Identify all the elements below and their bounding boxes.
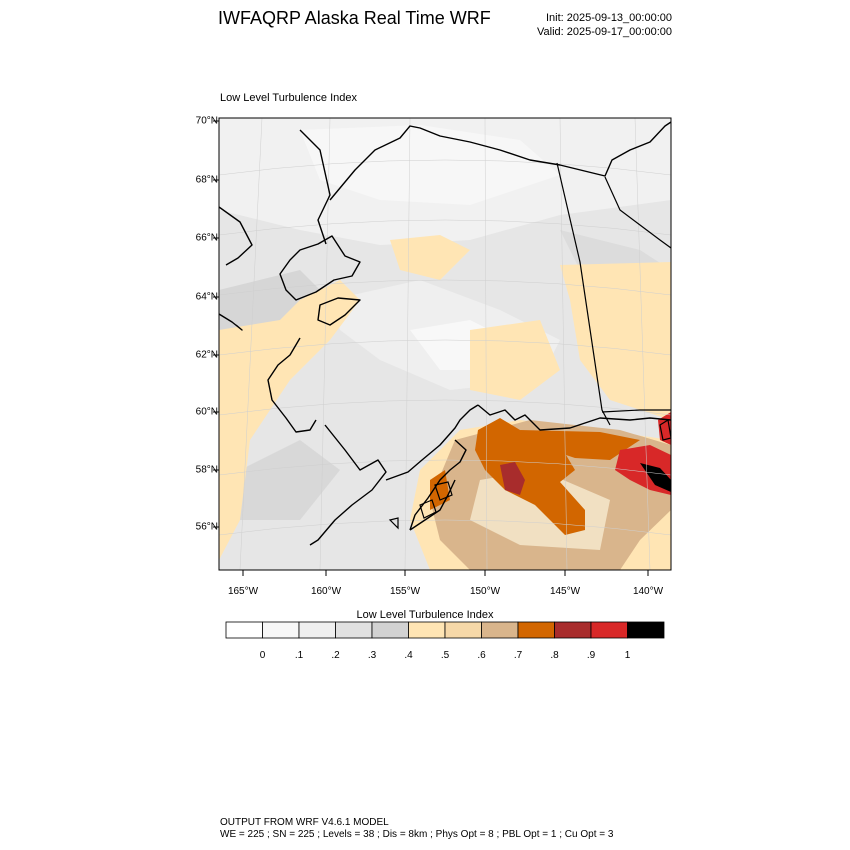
- colorbar-swatch: [298, 621, 336, 639]
- field-region-black: [640, 463, 671, 492]
- map-title: IWFAQRP Alaska Real Time WRF: [218, 8, 491, 28]
- colorbar-tick-label: .4: [404, 650, 413, 661]
- lat-label: 70°N: [195, 115, 218, 127]
- lon-label: 140°W: [632, 586, 664, 597]
- field-region-orange-light: [560, 262, 671, 420]
- valid-time: Valid: 2025-09-17_00:00:00: [537, 26, 672, 38]
- field-region-red-dark: [500, 462, 525, 495]
- lon-label: 150°W: [469, 586, 501, 597]
- map-frame: [218, 117, 672, 571]
- colorbar-tick-label: .9: [586, 650, 596, 661]
- colorbar-swatch: [517, 621, 555, 639]
- colorbar-tick-label: .6: [477, 650, 486, 661]
- init-time: Init: 2025-09-13_00:00:00: [546, 12, 672, 24]
- lat-label: 64°N: [195, 291, 218, 303]
- lon-label: 160°W: [310, 586, 342, 597]
- colorbar-swatch: [481, 621, 519, 639]
- colorbar-swatch: [371, 621, 409, 639]
- international-border: [556, 162, 671, 426]
- colorbar-title: Low Level Turbulence Index: [356, 609, 494, 621]
- colorbar-swatch: [408, 621, 446, 639]
- coastline: [219, 121, 671, 546]
- colorbar-swatch: [262, 621, 300, 639]
- lat-label: 58°N: [195, 464, 218, 476]
- field-region-low: [300, 125, 560, 205]
- colorbar: [225, 621, 665, 639]
- colorbar-swatch: [225, 621, 263, 639]
- model-info: OUTPUT FROM WRF V4.6.1 MODEL: [220, 817, 389, 828]
- field-region-orange-light: [219, 280, 360, 560]
- lat-label: 66°N: [195, 232, 218, 244]
- field-region-orange-light: [390, 235, 470, 280]
- colorbar-swatch: [444, 621, 482, 639]
- colorbar-swatch: [554, 621, 592, 639]
- graticule: [219, 118, 671, 570]
- colorbar-tick-label: .7: [513, 650, 523, 661]
- colorbar-tick-label: .3: [367, 650, 377, 661]
- turbulence-field: [219, 118, 671, 570]
- field-region-orange-light: [470, 320, 560, 400]
- lat-label: 62°N: [195, 349, 218, 361]
- colorbar-swatch: [627, 621, 665, 639]
- colorbar-swatch: [335, 621, 373, 639]
- colorbar-tick-label: .8: [550, 650, 559, 661]
- islands: [388, 419, 671, 530]
- lon-label: 145°W: [549, 586, 581, 597]
- colorbar-tick-label: 0: [259, 650, 266, 661]
- lon-label: 165°W: [227, 586, 259, 597]
- colorbar-tick-label: .2: [331, 650, 340, 661]
- field-region-mid: [240, 440, 340, 520]
- field-region-orange-dark: [520, 430, 640, 460]
- model-config: WE = 225 ; SN = 225 ; Levels = 38 ; Dis …: [220, 829, 614, 840]
- lat-label: 60°N: [195, 406, 218, 418]
- colorbar-tick-label: .1: [294, 650, 304, 661]
- colorbar-swatch: [590, 621, 628, 639]
- lat-label: 68°N: [195, 174, 218, 186]
- axis-ticks: [213, 120, 649, 576]
- panel-title: Low Level Turbulence Index: [220, 92, 357, 104]
- colorbar-tick-label: 1: [624, 650, 631, 661]
- lon-label: 155°W: [389, 586, 421, 597]
- colorbar-tick-label: .5: [440, 650, 450, 661]
- lat-label: 56°N: [195, 521, 218, 533]
